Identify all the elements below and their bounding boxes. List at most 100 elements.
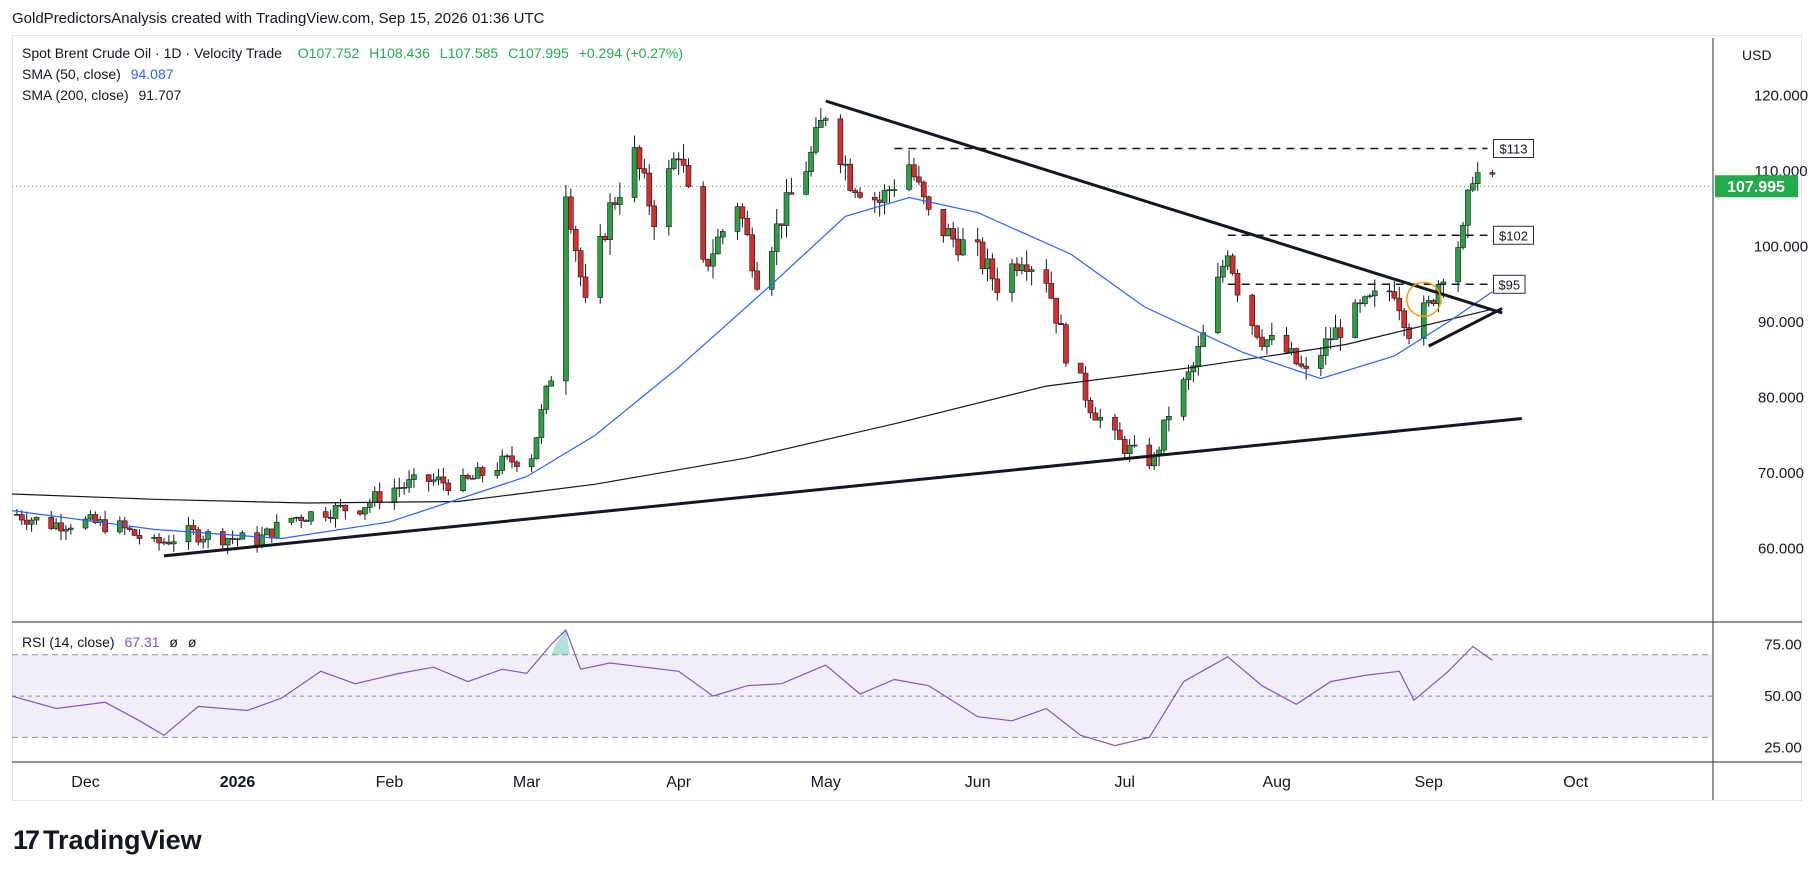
trendline (1427, 307, 1503, 348)
legend-symbol: Spot Brent Crude Oil · 1D · Velocity Tra… (22, 45, 282, 61)
rsi-value: 67.31 (124, 634, 160, 650)
candle-down (229, 538, 236, 540)
candle-up (1264, 339, 1270, 347)
candle-down (989, 258, 996, 280)
candle-down (357, 510, 363, 515)
candle-up (538, 409, 545, 438)
sma50-line (11, 196, 1493, 540)
candle-up (200, 539, 206, 543)
candle-up (631, 147, 638, 198)
candle-down (327, 516, 334, 519)
candle-up (1362, 296, 1368, 305)
candle-down (1391, 291, 1398, 299)
candle-up (783, 192, 790, 226)
candle-down (950, 228, 956, 240)
rsi-overbought-fill (551, 630, 570, 655)
candle-down (705, 258, 711, 267)
candle-up (337, 504, 344, 507)
candle-down (1396, 297, 1403, 312)
candle-down (577, 250, 584, 278)
rsi-extra-2: ø (187, 634, 197, 650)
candle-down (234, 538, 241, 541)
candle-down (269, 528, 275, 539)
candle-down (1234, 273, 1241, 296)
candle-up (984, 258, 991, 269)
candle-up (670, 158, 677, 169)
candle-down (1283, 334, 1290, 353)
candle-down (445, 482, 452, 491)
candle-up (117, 520, 123, 533)
chart-frame (12, 35, 1802, 801)
candle-up (1455, 247, 1461, 283)
candle-down (219, 531, 226, 546)
candle-down (1048, 283, 1055, 299)
candle-down (19, 514, 25, 521)
candle-down (23, 519, 30, 525)
rsi-label: RSI (14, close) (22, 634, 115, 650)
candle-up (808, 151, 814, 172)
candle-up (273, 522, 280, 539)
candle-up (1288, 348, 1295, 353)
candle-down (469, 477, 476, 480)
candle-up (33, 516, 40, 521)
candle-down (342, 504, 349, 512)
rsi-extra-1: ø (169, 634, 178, 650)
candle-down (156, 536, 162, 544)
candle-down (1043, 269, 1050, 284)
candle-up (1126, 444, 1133, 454)
price-tick-label: 70.000 (1758, 465, 1804, 482)
candle-down (58, 522, 64, 532)
candle-down (190, 525, 197, 530)
candle-down (126, 527, 133, 530)
candle-up (1097, 416, 1104, 421)
candle-down (739, 206, 746, 219)
candle-down (1058, 322, 1064, 325)
level-label: $95 (1498, 277, 1520, 292)
rsi-tick-label: 50.00 (1764, 688, 1802, 705)
candle-down (303, 520, 309, 522)
candle-up (1425, 300, 1432, 304)
time-tick-label: Oct (1563, 774, 1588, 791)
trendline (163, 417, 1522, 558)
sma200-label: SMA (200, close) (22, 87, 129, 103)
price-tick-label: 90.000 (1758, 314, 1804, 331)
candle-up (548, 380, 555, 387)
candle-down (479, 467, 486, 476)
legend-change: +0.294 (+0.27%) (578, 45, 683, 61)
price-tick-label: 120.000 (1754, 88, 1808, 105)
tradingview-logo-mark: 17 (13, 825, 40, 855)
level-label: $102 (1499, 228, 1528, 243)
candle-up (288, 517, 295, 523)
candle-up (1161, 419, 1167, 451)
time-tick-label: 2026 (220, 774, 256, 791)
candle-down (788, 192, 795, 195)
rsi-tick-label: 25.00 (1764, 740, 1802, 757)
candle-up (406, 479, 412, 488)
rsi-line (11, 628, 1493, 747)
candle-down (1254, 325, 1260, 338)
candle-down (680, 158, 687, 166)
candle-down (1489, 172, 1496, 175)
candle-down (254, 532, 260, 547)
candle-down (102, 519, 108, 533)
candle-down (1014, 263, 1020, 272)
rsi-tick-label: 75.00 (1764, 636, 1802, 653)
candle-up (151, 536, 157, 539)
candle-down (298, 516, 305, 521)
candle-up (715, 236, 721, 255)
candle-up (1009, 263, 1015, 293)
candle-down (1357, 302, 1363, 305)
candle-up (63, 529, 69, 532)
breakout-circle (1406, 281, 1442, 318)
level-label: $113 (1500, 142, 1528, 157)
candle-up (813, 127, 819, 153)
candle-down (440, 476, 447, 484)
time-tick-label: May (811, 774, 841, 791)
candle-down (778, 223, 785, 226)
time-tick-label: Mar (513, 774, 541, 791)
candle-down (1259, 336, 1265, 347)
price-tick-label: 60.000 (1758, 540, 1804, 557)
candle-up (1367, 295, 1373, 298)
candle-down (675, 158, 682, 161)
